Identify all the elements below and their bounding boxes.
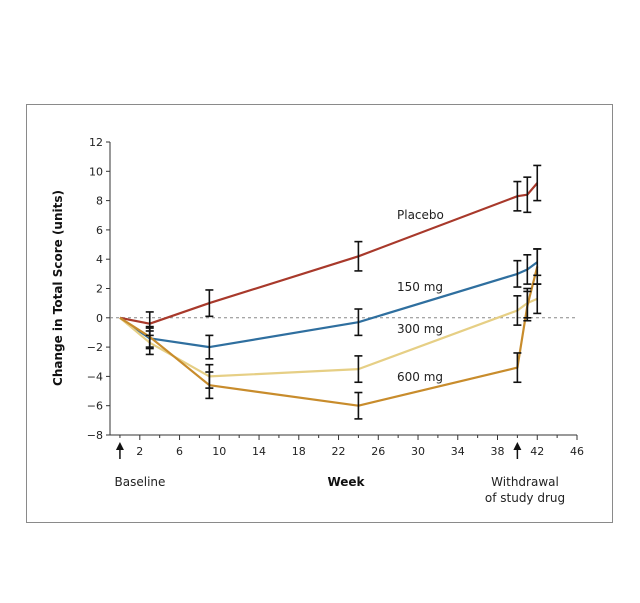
x-tick-label: 42 <box>530 445 544 458</box>
x-axis-title: Week <box>327 475 365 489</box>
withdrawal-arrowhead <box>513 442 522 450</box>
x-tick-label: 2 <box>136 445 143 458</box>
series-label-150-mg: 150 mg <box>397 280 443 294</box>
x-tick-label: 46 <box>570 445 584 458</box>
x-tick-label: 14 <box>252 445 266 458</box>
x-tick-label: 34 <box>451 445 465 458</box>
y-tick-label: −8 <box>87 429 103 442</box>
series-line-150-mg <box>119 261 538 349</box>
y-tick-label: 10 <box>89 165 103 178</box>
y-tick-label: 8 <box>96 195 103 208</box>
x-tick-label: 22 <box>332 445 346 458</box>
x-tick-label: 10 <box>212 445 226 458</box>
y-tick-label: 4 <box>96 253 103 266</box>
y-tick-label: −2 <box>87 341 103 354</box>
series-label-300-mg: 300 mg <box>397 322 443 336</box>
withdrawal-annotation: Withdrawal <box>491 475 559 489</box>
x-tick-label: 38 <box>491 445 505 458</box>
y-tick-label: −6 <box>87 400 103 413</box>
withdrawal-annotation-line2: of study drug <box>485 491 565 505</box>
x-tick-label: 26 <box>371 445 385 458</box>
x-tick-label: 30 <box>411 445 425 458</box>
x-tick-label: 18 <box>292 445 306 458</box>
y-tick-label: 2 <box>96 283 103 296</box>
y-tick-label: 0 <box>96 312 103 325</box>
series-line-placebo <box>119 182 539 325</box>
y-tick-label: −4 <box>87 370 103 383</box>
y-tick-label: 6 <box>96 224 103 237</box>
y-tick-label: 12 <box>89 136 103 149</box>
y-axis-title: Change in Total Score (units) <box>51 190 65 386</box>
chart-frame <box>26 104 613 523</box>
series-label-600-mg: 600 mg <box>397 370 443 384</box>
x-tick-label: 6 <box>176 445 183 458</box>
series-label-placebo: Placebo <box>397 208 444 222</box>
baseline-annotation: Baseline <box>115 475 166 489</box>
baseline-arrowhead <box>115 442 124 450</box>
